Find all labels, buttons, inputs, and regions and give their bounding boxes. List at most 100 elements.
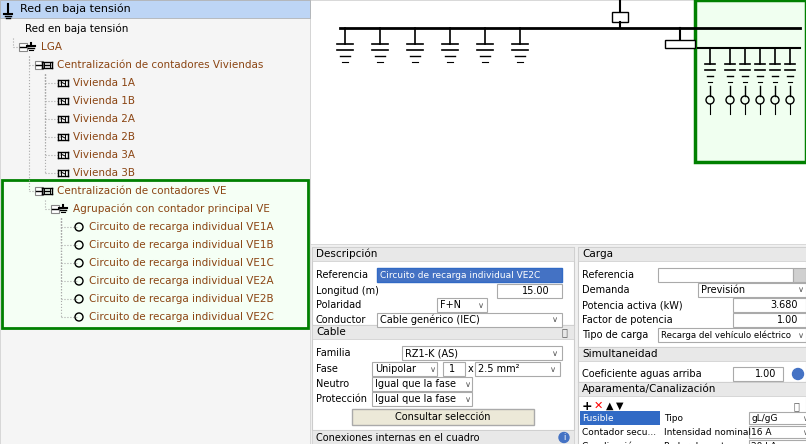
Text: ∨: ∨ bbox=[798, 285, 804, 294]
Circle shape bbox=[559, 432, 569, 443]
Text: ∨: ∨ bbox=[478, 301, 484, 309]
Bar bbox=[312, 247, 574, 261]
Text: Fusible: Fusible bbox=[582, 413, 613, 423]
Text: Conexiones internas en el cuadro: Conexiones internas en el cuadro bbox=[316, 432, 480, 443]
Text: ✕: ✕ bbox=[594, 401, 604, 411]
Text: Carga: Carga bbox=[582, 249, 613, 259]
Text: Canalización: Canalización bbox=[582, 441, 639, 444]
Bar bbox=[372, 377, 472, 391]
Text: Red en baja tensión: Red en baja tensión bbox=[25, 24, 128, 34]
Text: Polaridad: Polaridad bbox=[316, 300, 361, 310]
Text: Vivienda 3B: Vivienda 3B bbox=[73, 168, 135, 178]
Bar bbox=[497, 284, 562, 298]
Text: ▼: ▼ bbox=[616, 401, 624, 411]
Text: Cable: Cable bbox=[316, 327, 346, 337]
Text: Igual que la fase: Igual que la fase bbox=[375, 394, 456, 404]
Text: Vivienda 1A: Vivienda 1A bbox=[73, 78, 135, 88]
Bar bbox=[475, 362, 560, 376]
Text: x: x bbox=[468, 364, 474, 374]
Text: Referencia: Referencia bbox=[582, 270, 634, 280]
Text: 1: 1 bbox=[449, 364, 455, 374]
Bar bbox=[578, 247, 806, 347]
Text: ∨: ∨ bbox=[802, 413, 806, 423]
Bar bbox=[658, 328, 806, 342]
Text: ∨: ∨ bbox=[802, 441, 806, 444]
Text: Factor de potencia: Factor de potencia bbox=[582, 315, 673, 325]
Bar bbox=[372, 362, 437, 376]
Bar bbox=[377, 313, 562, 327]
Bar bbox=[437, 298, 487, 312]
Text: Conductor: Conductor bbox=[316, 315, 367, 325]
Text: LGA: LGA bbox=[41, 42, 62, 52]
Text: Consultar selección: Consultar selección bbox=[395, 412, 491, 422]
Text: Aparamenta/Canalización: Aparamenta/Canalización bbox=[582, 384, 717, 394]
Text: Agrupación con contador principal VE: Agrupación con contador principal VE bbox=[73, 204, 270, 214]
Bar bbox=[312, 325, 574, 339]
Text: Longitud (m): Longitud (m) bbox=[316, 286, 379, 296]
Bar bbox=[665, 40, 695, 48]
Bar bbox=[578, 382, 806, 396]
Bar bbox=[793, 268, 806, 282]
Bar bbox=[578, 382, 806, 444]
Text: 15.00: 15.00 bbox=[522, 286, 550, 296]
Bar bbox=[443, 362, 465, 376]
Text: Red en baja tensión: Red en baja tensión bbox=[20, 4, 131, 14]
Text: Vivienda 1B: Vivienda 1B bbox=[73, 96, 135, 106]
Text: Tipo: Tipo bbox=[664, 413, 683, 423]
Text: Descripción: Descripción bbox=[316, 249, 377, 259]
Text: Intensidad nominal: Intensidad nominal bbox=[664, 428, 751, 436]
Text: Recarga del vehículo eléctrico: Recarga del vehículo eléctrico bbox=[661, 330, 791, 340]
Bar bbox=[0, 0, 310, 18]
Text: ∨: ∨ bbox=[430, 365, 436, 373]
Text: 20 kA: 20 kA bbox=[751, 441, 777, 444]
Text: RZ1-K (AS): RZ1-K (AS) bbox=[405, 348, 458, 358]
Bar bbox=[733, 313, 806, 327]
Text: Circuito de recarga individual VE2A: Circuito de recarga individual VE2A bbox=[89, 276, 273, 286]
Bar bbox=[698, 283, 806, 297]
Text: F+N: F+N bbox=[440, 300, 461, 310]
Text: Centralización de contadores Viviendas: Centralización de contadores Viviendas bbox=[57, 60, 264, 70]
Text: ▲: ▲ bbox=[606, 401, 613, 411]
Bar bbox=[749, 440, 806, 444]
Text: Poder de corte: Poder de corte bbox=[664, 441, 730, 444]
Text: Cable genérico (IEC): Cable genérico (IEC) bbox=[380, 315, 480, 325]
Text: Circuito de recarga individual VE1A: Circuito de recarga individual VE1A bbox=[89, 222, 273, 232]
Text: 1.00: 1.00 bbox=[777, 315, 798, 325]
Bar bbox=[749, 426, 806, 438]
Bar bbox=[749, 412, 806, 424]
Bar bbox=[35, 61, 43, 69]
Bar bbox=[35, 187, 43, 195]
Bar bbox=[580, 411, 660, 425]
Text: Fase: Fase bbox=[316, 364, 338, 374]
Text: ∨: ∨ bbox=[465, 380, 472, 388]
Text: Vivienda 2A: Vivienda 2A bbox=[73, 114, 135, 124]
Bar bbox=[312, 247, 574, 325]
Bar bbox=[612, 12, 628, 22]
Text: ∨: ∨ bbox=[552, 349, 558, 357]
Bar bbox=[377, 268, 562, 282]
Bar bbox=[733, 367, 783, 381]
Text: Circuito de recarga individual VE2C: Circuito de recarga individual VE2C bbox=[89, 312, 274, 322]
Text: Simultaneidad: Simultaneidad bbox=[582, 349, 658, 359]
Text: Circuito de recarga individual VE2B: Circuito de recarga individual VE2B bbox=[89, 294, 273, 304]
Text: Centralización de contadores VE: Centralización de contadores VE bbox=[57, 186, 226, 196]
Bar bbox=[578, 347, 806, 361]
Bar bbox=[310, 0, 806, 244]
Bar bbox=[312, 430, 574, 444]
Text: Potencia activa (kW): Potencia activa (kW) bbox=[582, 300, 683, 310]
Text: ∨: ∨ bbox=[802, 428, 806, 436]
Text: Familia: Familia bbox=[316, 348, 351, 358]
Text: Igual que la fase: Igual que la fase bbox=[375, 379, 456, 389]
Text: Neutro: Neutro bbox=[316, 379, 349, 389]
Bar bbox=[695, 0, 806, 162]
Text: gL/gG: gL/gG bbox=[751, 413, 778, 423]
Text: ∨: ∨ bbox=[465, 395, 472, 404]
Text: 🔒: 🔒 bbox=[794, 401, 800, 411]
Bar bbox=[402, 346, 562, 360]
Bar bbox=[2, 180, 308, 328]
Text: Unipolar: Unipolar bbox=[375, 364, 416, 374]
Bar bbox=[372, 392, 472, 406]
Bar bbox=[0, 0, 310, 444]
Bar bbox=[578, 347, 806, 382]
Bar bbox=[51, 205, 59, 213]
